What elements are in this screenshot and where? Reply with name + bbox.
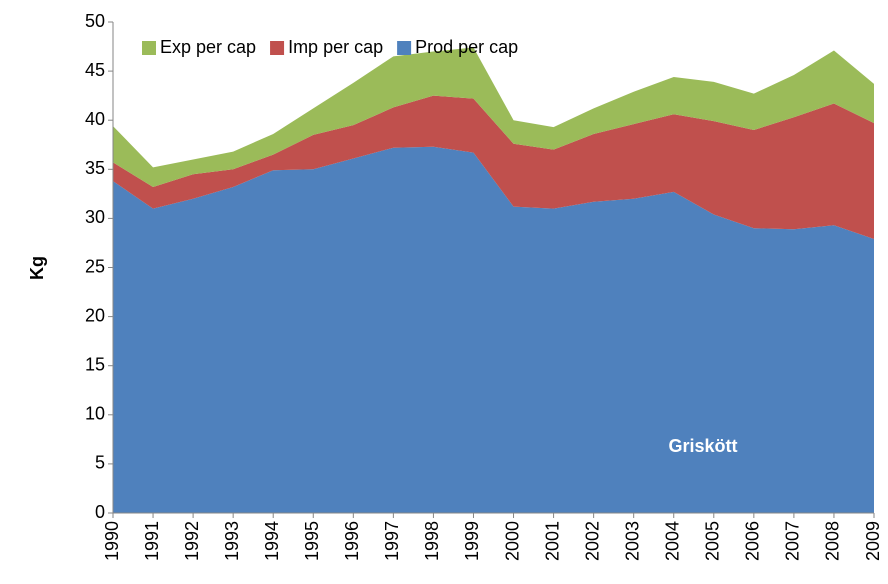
x-tick-label: 2000 (502, 521, 522, 561)
legend-swatch (397, 41, 412, 55)
y-tick-label: 30 (85, 207, 105, 227)
x-tick-label: 1990 (102, 521, 122, 561)
x-tick-label: 1992 (182, 521, 202, 561)
y-tick-label: 25 (85, 256, 105, 276)
legend-swatch (142, 41, 156, 55)
area (113, 95, 874, 240)
y-tick-label: 50 (85, 11, 105, 31)
y-tick-label: 10 (85, 404, 105, 424)
x-tick-label: 2005 (703, 521, 723, 561)
x-tick-label: 2009 (863, 521, 883, 561)
x-tick-label: 2003 (622, 521, 642, 561)
x-tick-label: 1997 (382, 521, 402, 561)
y-tick-label: 45 (85, 60, 105, 80)
y-tick-label: 5 (95, 453, 105, 473)
x-tick-label: 1995 (302, 521, 322, 561)
y-tick-label: 40 (85, 109, 105, 129)
x-tick-label: 1998 (422, 521, 442, 561)
x-tick-label: 2004 (662, 521, 682, 561)
x-tick-label: 1991 (142, 521, 162, 561)
y-tick-label: 20 (85, 305, 105, 325)
area (113, 47, 874, 187)
x-tick-label: 1993 (222, 521, 242, 561)
y-tick-label: 0 (95, 502, 105, 522)
x-tick-label: 1999 (462, 521, 482, 561)
x-tick-label: 2007 (783, 521, 803, 561)
legend-label: Prod per cap (415, 37, 518, 57)
x-tick-label: 2001 (542, 521, 562, 561)
x-tick-label: 1994 (262, 521, 282, 561)
x-tick-label: 2008 (823, 521, 843, 561)
y-tick-label: 15 (85, 354, 105, 374)
legend-label: Imp per cap (288, 37, 383, 57)
y-axis-label: Kg (27, 256, 47, 280)
legend-label: Exp per cap (160, 37, 256, 57)
area (113, 146, 874, 514)
annotation: Griskött (668, 436, 737, 456)
x-tick-label: 2002 (582, 521, 602, 561)
x-tick-label: 2006 (743, 521, 763, 561)
y-tick-label: 35 (85, 158, 105, 178)
x-tick-label: 1996 (342, 521, 362, 561)
legend-swatch (270, 41, 285, 55)
